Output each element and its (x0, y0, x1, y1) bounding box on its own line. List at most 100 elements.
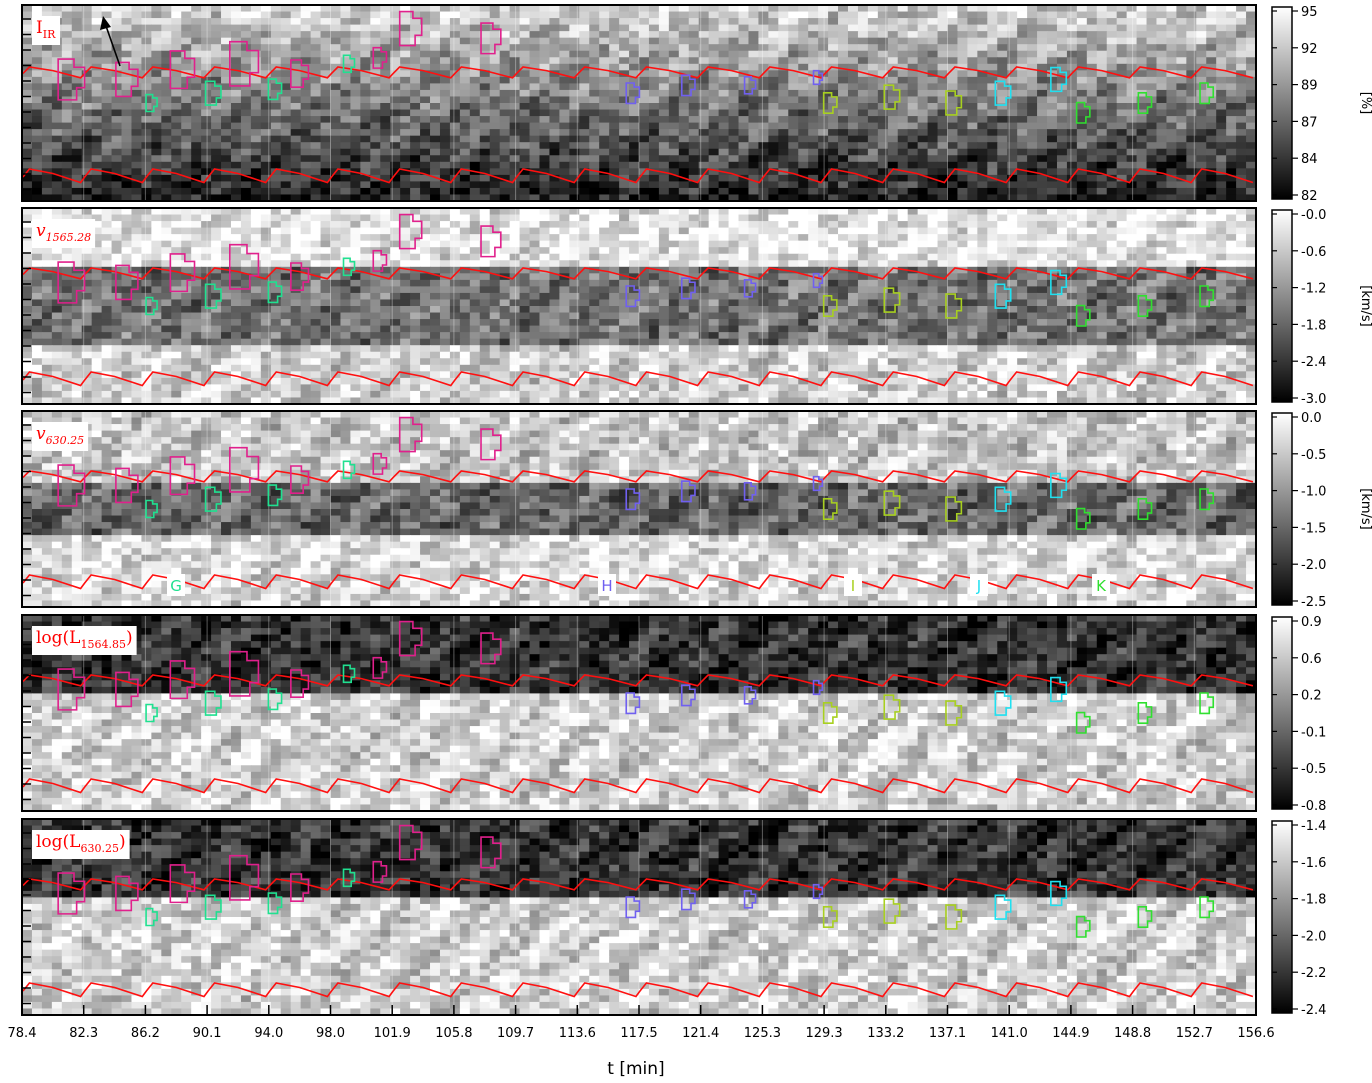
x-tick-label: 94.0 (254, 1026, 283, 1041)
panel-p2: v1565.28 -0.0 -0.6 -1.2 -1.8 -2.4 -3.0 [km/s] (21, 207, 1372, 407)
contour-region (1137, 498, 1153, 520)
contour-region (398, 824, 423, 861)
contour-region (342, 868, 356, 888)
arrow-icon (105, 25, 121, 67)
letter-box (844, 574, 862, 596)
colorbar-tick-label: -2.4 (1301, 1003, 1326, 1018)
contour-region (1199, 692, 1215, 715)
x-tick-label: 90.1 (193, 1026, 222, 1041)
colorbar-tick-label: -2.5 (1301, 595, 1326, 610)
colorbar-tick-label: -0.5 (1301, 762, 1326, 777)
contour-region (267, 281, 283, 304)
contour-region (290, 465, 310, 494)
colorbar-tick-label: -0.1 (1301, 725, 1326, 740)
colorbar-tick-label: -2.4 (1301, 355, 1326, 370)
contour-region (743, 890, 757, 909)
contour-region (1137, 92, 1153, 114)
contour-region (625, 692, 641, 715)
contour-region (994, 894, 1012, 920)
contour-region (945, 496, 963, 522)
contour-region (812, 883, 824, 900)
lower-boundary-line (22, 574, 1254, 590)
panel-p1: IIR 95 92 89 87 84 82 [%] (21, 4, 1372, 204)
upper-boundary-line (22, 878, 1254, 891)
contour-region (398, 620, 423, 657)
contour-region (204, 80, 222, 106)
region-letter: G (170, 577, 182, 595)
contour-region (372, 452, 388, 475)
x-tick-label: 144.9 (1052, 1026, 1089, 1041)
contour-region (115, 467, 139, 504)
region-letter: H (601, 577, 612, 595)
contour-region (1075, 507, 1091, 530)
heatmap-image (22, 819, 1256, 1015)
region-letter: K (1096, 577, 1107, 595)
contour-region (945, 904, 963, 930)
contour-region (994, 486, 1012, 512)
contour-region (290, 669, 310, 698)
colorbar: 95 92 89 87 84 82 [%] (1271, 5, 1372, 204)
contour-region (145, 296, 158, 316)
contour-region (1137, 906, 1153, 928)
colorbar-tick-label: -0.5 (1301, 448, 1326, 463)
contour-region (290, 262, 310, 291)
contour-region (342, 257, 356, 277)
region-letter: J (976, 577, 981, 595)
contour-region (680, 888, 696, 911)
contour-region (204, 690, 222, 716)
colorbar-tick-label: 82 (1301, 189, 1318, 204)
panel-label: log(L630.25) (36, 832, 126, 855)
panel-label: v1565.28 (36, 221, 91, 244)
x-tick-label: 121.4 (682, 1026, 719, 1041)
contour-region (1050, 880, 1068, 907)
contour-region (680, 684, 696, 707)
contour-region (743, 279, 757, 298)
contour-region (625, 488, 641, 511)
contour-region (398, 10, 423, 47)
contour-region (480, 428, 502, 461)
heatmap-image (22, 615, 1256, 811)
x-tick-label: 117.5 (620, 1026, 657, 1041)
panel-label: log(L1564.85) (36, 628, 133, 651)
contour-region (1075, 304, 1091, 327)
contour-region (822, 906, 838, 928)
colorbar-tick-label: 84 (1301, 152, 1318, 167)
contour-region (57, 58, 86, 101)
contour-region (1050, 66, 1068, 93)
contour-region (625, 896, 641, 919)
contour-region (145, 499, 158, 519)
lower-boundary-line (22, 778, 1254, 794)
contour-region (480, 225, 502, 258)
colorbar-tick-label: 92 (1301, 42, 1318, 57)
contour-region (994, 80, 1012, 106)
x-tick-label: 141.0 (991, 1026, 1028, 1041)
contour-region (372, 656, 388, 679)
contour-region (743, 76, 757, 95)
colorbar-unit-label: [%] (1358, 92, 1372, 115)
x-tick-label: 156.6 (1237, 1026, 1274, 1041)
contour-region (1075, 915, 1091, 938)
contour-region (1137, 295, 1153, 317)
contour-region (743, 482, 757, 501)
x-tick-label: 109.7 (497, 1026, 534, 1041)
contour-region (1199, 488, 1215, 511)
x-tick-label: 129.3 (805, 1026, 842, 1041)
contour-region (1050, 269, 1068, 296)
x-tick-label: 105.8 (435, 1026, 472, 1041)
contour-region (267, 78, 283, 101)
contour-region (57, 872, 86, 915)
contour-region (1075, 711, 1091, 734)
colorbar-tick-label: 0.6 (1301, 652, 1322, 667)
panel-label: IIR (36, 18, 56, 41)
panel-frame (21, 614, 1257, 812)
contour-region (169, 253, 196, 293)
colorbar-tick-label: -0.6 (1301, 245, 1326, 260)
contour-region (204, 894, 222, 920)
time-axis: 78.4 82.3 86.2 90.1 94.0 98.0 101.9 105.8 109.7 1… (8, 1005, 1275, 1041)
contour-region (680, 277, 696, 300)
contour-region (372, 249, 388, 272)
letter-box (1092, 574, 1110, 596)
contour-region (680, 480, 696, 503)
contour-region (57, 464, 86, 507)
